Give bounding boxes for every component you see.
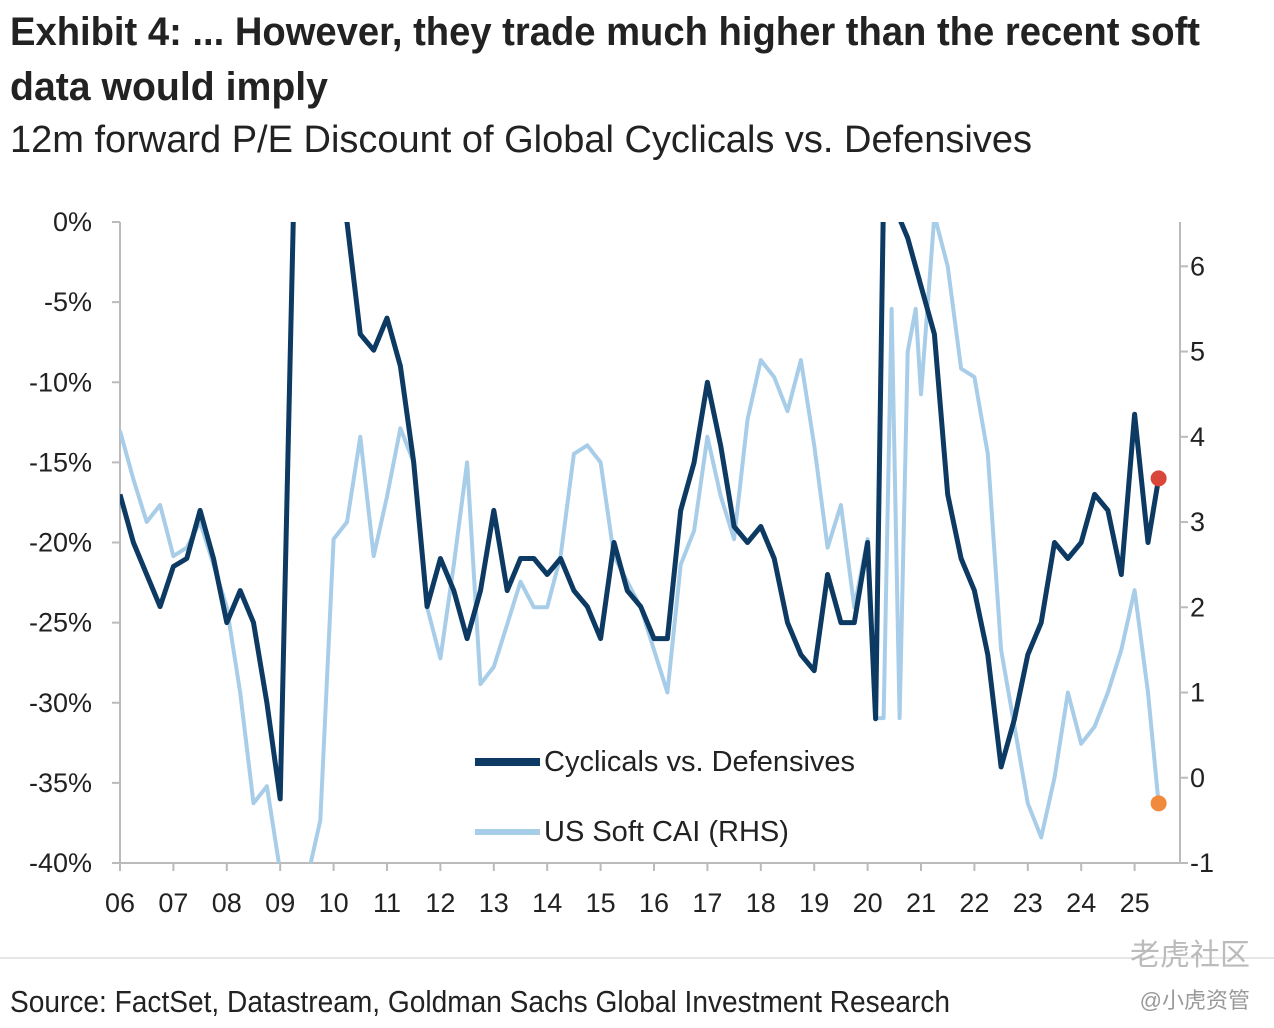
x-tick-label: 13 [479, 888, 509, 918]
x-tick-label: 24 [1066, 888, 1096, 918]
y2-tick-label: 0 [1190, 763, 1205, 793]
watermark: 老虎社区 [1130, 939, 1250, 972]
x-tick-label: 22 [959, 888, 989, 918]
y-tick-label: -10% [29, 367, 92, 397]
x-tick-label: 09 [265, 888, 295, 918]
y-tick-label: -40% [29, 848, 92, 878]
x-tick-label: 14 [532, 888, 562, 918]
y-tick-label: -25% [29, 608, 92, 638]
legend-label: US Soft CAI (RHS) [544, 816, 789, 848]
chart-subtitle: 12m forward P/E Discount of Global Cycli… [10, 119, 1032, 161]
y-tick-label: -5% [44, 287, 92, 317]
y-tick-label: 0% [53, 207, 92, 237]
y-tick-label: -30% [29, 688, 92, 718]
x-tick-label: 12 [425, 888, 455, 918]
end-marker [1150, 470, 1167, 487]
y-tick-label: -15% [29, 447, 92, 477]
x-tick-label: 21 [906, 888, 936, 918]
x-tick-label: 07 [158, 888, 188, 918]
y2-tick-label: 3 [1190, 507, 1205, 537]
y2-tick-label: 5 [1190, 337, 1205, 367]
x-tick-label: 06 [105, 888, 135, 918]
x-tick-label: 11 [373, 888, 401, 918]
end-marker [1150, 795, 1167, 812]
chart-title: data would imply [10, 65, 329, 109]
x-tick-label: 20 [853, 888, 883, 918]
watermark: @小虎资管 [1140, 988, 1250, 1013]
y2-tick-label: -1 [1190, 848, 1214, 878]
y2-tick-label: 2 [1190, 592, 1205, 622]
x-tick-label: 19 [799, 888, 829, 918]
x-tick-label: 23 [1013, 888, 1043, 918]
plot-area [120, 222, 1162, 863]
x-tick-label: 18 [746, 888, 776, 918]
series-line [120, 222, 1161, 863]
y2-tick-label: 1 [1190, 678, 1205, 708]
source-note: Source: FactSet, Datastream, Goldman Sac… [10, 984, 950, 1019]
x-tick-label: 10 [319, 888, 349, 918]
x-tick-label: 25 [1120, 888, 1150, 918]
x-tick-label: 16 [639, 888, 669, 918]
x-tick-label: 15 [586, 888, 616, 918]
x-tick-label: 17 [692, 888, 722, 918]
y-tick-label: -20% [29, 528, 92, 558]
legend-label: Cyclicals vs. Defensives [544, 746, 855, 778]
x-tick-label: 08 [212, 888, 242, 918]
y2-tick-label: 6 [1190, 251, 1205, 281]
chart-title: Exhibit 4: ... However, they trade much … [10, 10, 1200, 54]
y-tick-label: -35% [29, 768, 92, 798]
y2-tick-label: 4 [1190, 422, 1205, 452]
series-line [120, 222, 1162, 802]
